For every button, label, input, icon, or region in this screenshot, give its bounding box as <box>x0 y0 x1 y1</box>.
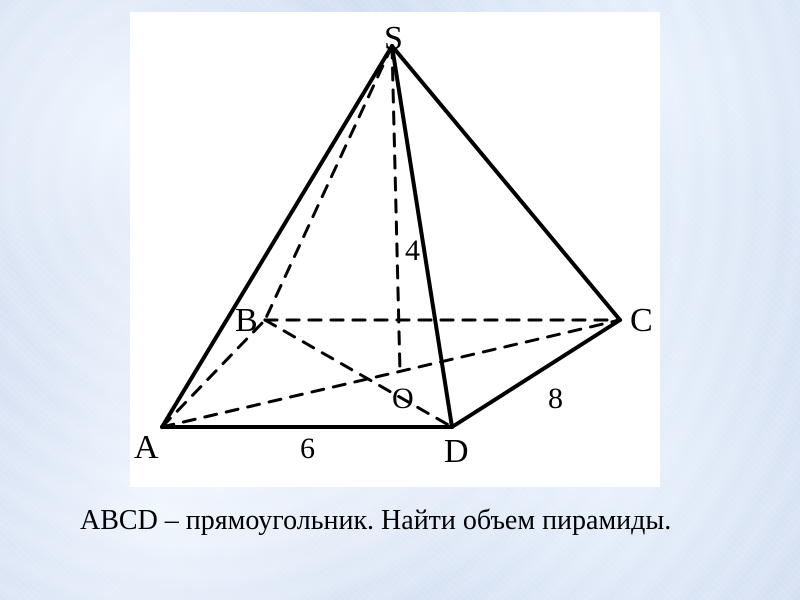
value-DC: 8 <box>548 382 563 416</box>
label-S: S <box>384 20 403 58</box>
label-C: C <box>630 302 653 340</box>
label-O: O <box>392 382 414 416</box>
problem-caption: ABCD – прямоугольник. Найти объем пирами… <box>80 505 671 537</box>
label-D: D <box>444 433 469 471</box>
edge-BD <box>265 320 452 427</box>
label-B: B <box>235 302 258 340</box>
edge-SB <box>265 46 392 320</box>
slide-background: S A B C D O 4 6 8 ABCD – прямоугольник. … <box>0 0 800 600</box>
edge-DC <box>452 320 620 427</box>
label-A: A <box>134 429 159 467</box>
edge-SA <box>162 46 392 427</box>
edge-SC <box>392 46 620 320</box>
value-AD: 6 <box>300 432 315 466</box>
value-height: 4 <box>405 234 420 268</box>
figure-container: S A B C D O 4 6 8 <box>130 12 660 487</box>
